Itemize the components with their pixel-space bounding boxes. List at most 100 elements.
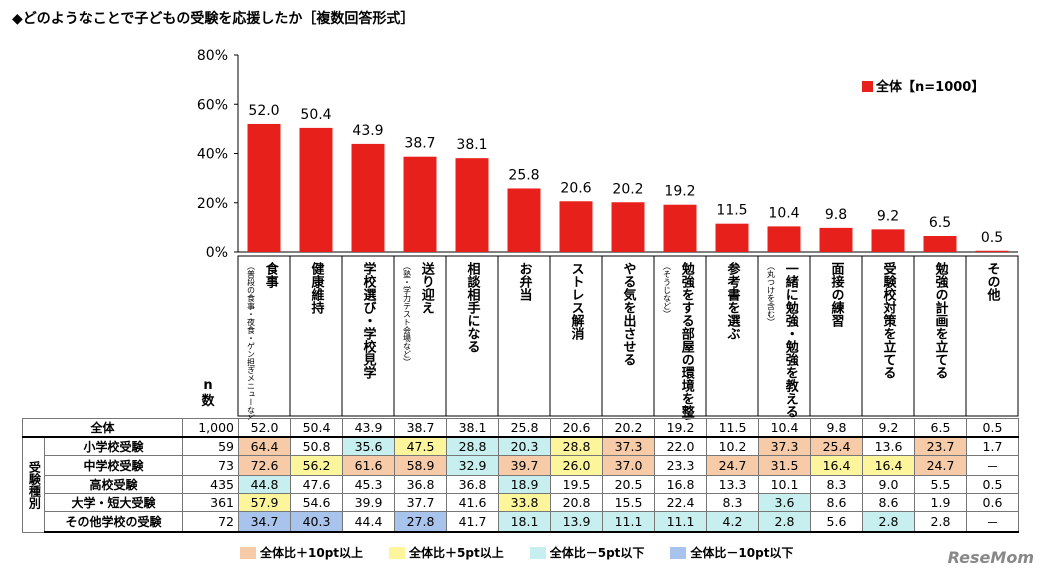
table-cell: 31.5 [758,455,811,476]
bar-value-label: 43.9 [352,123,383,139]
table-row-total: 全体 1,000 52.0 50.4 43.9 38.7 38.1 25.8 20.6 20.2 1… [22,418,1019,438]
bar [663,204,697,252]
bar-layer [247,123,1009,252]
table-row: 高校受験 435 44.8 47.6 45.3 36.8 36.8 18.9 19.5 20.5 1… [23,475,1019,494]
bar [871,229,905,252]
table-cell: 64.4 [238,436,291,456]
color-legend: 全体比＋10pt以上 全体比＋5pt以上 全体比－5pt以下 全体比－10pt以下 [240,544,793,561]
table-cell: 20.3 [498,436,551,456]
table-cell: 19.5 [550,475,603,494]
table-cell: 47.5 [394,436,447,456]
bar-value-label: 0.5 [981,230,1003,246]
table-cell: 43.9 [342,418,395,438]
table-cell: 2.8 [758,511,811,533]
y-tick-label: 80% [197,48,228,64]
color-legend-item: 全体比＋5pt以上 [389,544,504,561]
bar-value-label: 20.2 [612,181,643,197]
table-cell: 23.7 [914,436,967,456]
row-label: 中学校受験 [44,455,183,476]
table-cell: 24.7 [706,455,759,476]
y-tick-label: 60% [197,97,228,113]
category-label-layer: 食事 （普段の食事・夜食・ゲン担ぎメニューなど） 健康維持 学校選び・学校見学 送り迎え… [247,261,1002,420]
table-cell: 24.7 [914,455,967,476]
table-cell: 18.1 [498,511,551,533]
bar-value-label: 11.5 [716,203,747,219]
table-cell: 0.5 [966,475,1019,494]
table-cell: 8.6 [810,493,863,512]
row-n: 73 [182,455,239,476]
bar [819,227,853,252]
color-legend-item: 全体比－10pt以下 [670,544,793,561]
table-cell: 19.2 [654,418,707,438]
category-sublabel: （普段の食事・夜食・ゲン担ぎメニューなど） [247,262,256,420]
color-legend-item: 全体比＋10pt以上 [240,544,363,561]
table-cell: 5.6 [810,511,863,533]
table-cell: 13.6 [862,436,915,456]
table-cell: 34.7 [238,511,291,533]
table-cell: 11.1 [654,511,707,533]
category-label: その他 [985,262,1002,302]
color-legend-swatch [389,546,406,559]
category-label: 健康維持 [309,261,325,315]
category-label: 参考書を選ぶ [725,261,742,340]
table-cell: 8.6 [862,493,915,512]
table-cell: 20.6 [550,418,603,438]
table-row: 大学・短大受験 361 57.9 54.6 39.9 37.7 41.6 33.8 20.8 15… [23,493,1019,512]
table-cell: 44.4 [342,511,395,533]
color-legend-label: 全体比＋5pt以上 [409,546,504,560]
table-cell: 36.8 [446,475,499,494]
label-layer: 52.0 50.4 43.9 38.7 38.1 25.8 20.6 20.2 19.2 11.5… [248,103,1003,246]
bar [767,226,801,252]
bar-value-label: 38.7 [404,136,435,152]
category-label: お弁当 [517,262,533,302]
bar-value-label: 50.4 [300,107,331,123]
color-legend-swatch [240,546,256,559]
table-cell: 72.6 [238,455,291,476]
table-cell: 0.6 [966,493,1019,512]
table-cell: 6.5 [914,418,967,438]
row-label: その他学校の受験 [44,511,183,533]
row-n: 72 [182,511,239,533]
table-cell: 10.1 [758,475,811,494]
table-cell: 22.4 [654,493,707,512]
table-cell: 54.6 [290,493,343,512]
bar-value-label: 9.8 [825,207,847,223]
table-cell: 9.0 [862,475,915,494]
row-label: 高校受験 [44,475,183,494]
table-cell: 37.7 [394,493,447,512]
table-cell: 28.8 [446,436,499,456]
category-label: 面接の練習 [829,262,845,328]
category-label: 受験校対策を立てる [881,261,898,379]
category-label: 食事 [263,261,279,289]
table-cell: 37.0 [602,455,655,476]
table-cell: 20.5 [602,475,655,494]
table-cell: 40.3 [290,511,343,533]
table-cell: 11.5 [706,418,759,438]
table-cell: 2.8 [914,511,967,533]
table-cell: 32.9 [446,455,499,476]
category-label: ストレス解消 [569,262,586,341]
y-tick-label: 40% [197,147,228,163]
table-cell: 0.5 [966,418,1019,438]
table-cell: 23.3 [654,455,707,476]
table-cell: 16.4 [810,455,863,476]
row-n: 435 [182,475,239,494]
color-legend-label: 全体比－5pt以下 [549,546,645,560]
category-label: 相談相手になる [465,261,481,353]
row-label: 全体 [22,418,183,438]
table-row: 中学校受験 73 72.6 56.2 61.6 58.9 32.9 39.7 26.0 37.0 2… [23,455,1019,476]
table-cell: 11.1 [602,511,655,533]
category-sublabel: （塾・学力テスト会場など） [403,262,412,366]
bar [975,250,1009,252]
category-sublabel: （そうじなど） [663,262,672,318]
table-row: その他学校の受験 72 34.7 40.3 44.4 27.8 41.7 18.1 13.9 11… [23,511,1019,533]
color-legend-swatch [529,546,546,559]
table-cell: 52.0 [238,418,291,438]
category-label: 勉強の計画を立てる [933,261,950,379]
legend-swatch [862,81,873,92]
table-cell: 45.3 [342,475,395,494]
category-label: やる気を出させる [621,262,637,366]
category-label: 送り迎え [419,261,436,314]
table-cell: 4.2 [706,511,759,533]
table-cell: 13.3 [706,475,759,494]
